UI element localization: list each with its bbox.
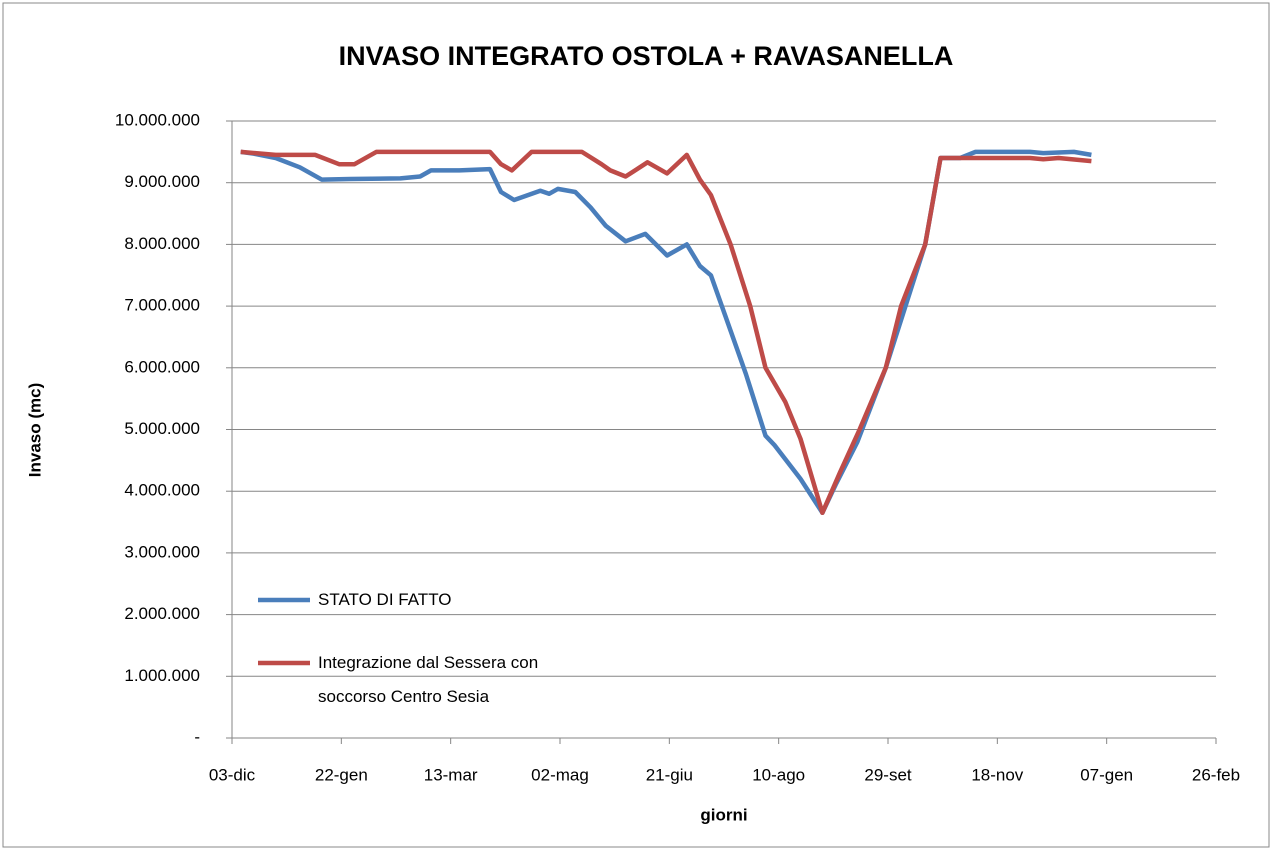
x-axis-label: giorni — [700, 805, 747, 824]
legend-label: Integrazione dal Sessera con soccorso Ce… — [318, 653, 539, 706]
y-tick-label: 9.000.000 — [124, 172, 200, 191]
x-tick-label: 22-gen — [315, 765, 368, 784]
y-tick-label: 8.000.000 — [124, 234, 200, 253]
x-tick-label: 07-gen — [1080, 765, 1133, 784]
x-tick-label: 26-feb — [1192, 765, 1240, 784]
y-tick-label: 2.000.000 — [124, 604, 200, 623]
x-tick-label: 13-mar — [424, 765, 478, 784]
y-tick-label: 10.000.000 — [115, 110, 200, 129]
x-tick-label: 29-set — [864, 765, 912, 784]
y-tick-label: 6.000.000 — [124, 357, 200, 376]
legend-label: STATO DI FATTO — [318, 590, 452, 609]
y-axis-label: Invaso (mc) — [25, 383, 44, 477]
x-tick-label: 10-ago — [752, 765, 805, 784]
y-tick-label: 7.000.000 — [124, 296, 200, 315]
y-tick-label: 4.000.000 — [124, 481, 200, 500]
series-line — [240, 149, 1092, 516]
y-tick-label: 1.000.000 — [124, 666, 200, 685]
chart-title: INVASO INTEGRATO OSTOLA + RAVASANELLA — [339, 41, 954, 71]
y-tick-label: 5.000.000 — [124, 419, 200, 438]
x-tick-label: 02-mag — [531, 765, 589, 784]
x-tick-label: 03-dic — [209, 765, 256, 784]
x-tick-label: 21-giu — [646, 765, 693, 784]
y-tick-label: 3.000.000 — [124, 542, 200, 561]
x-tick-label: 18-nov — [971, 765, 1023, 784]
y-tick-label: - — [194, 727, 200, 746]
